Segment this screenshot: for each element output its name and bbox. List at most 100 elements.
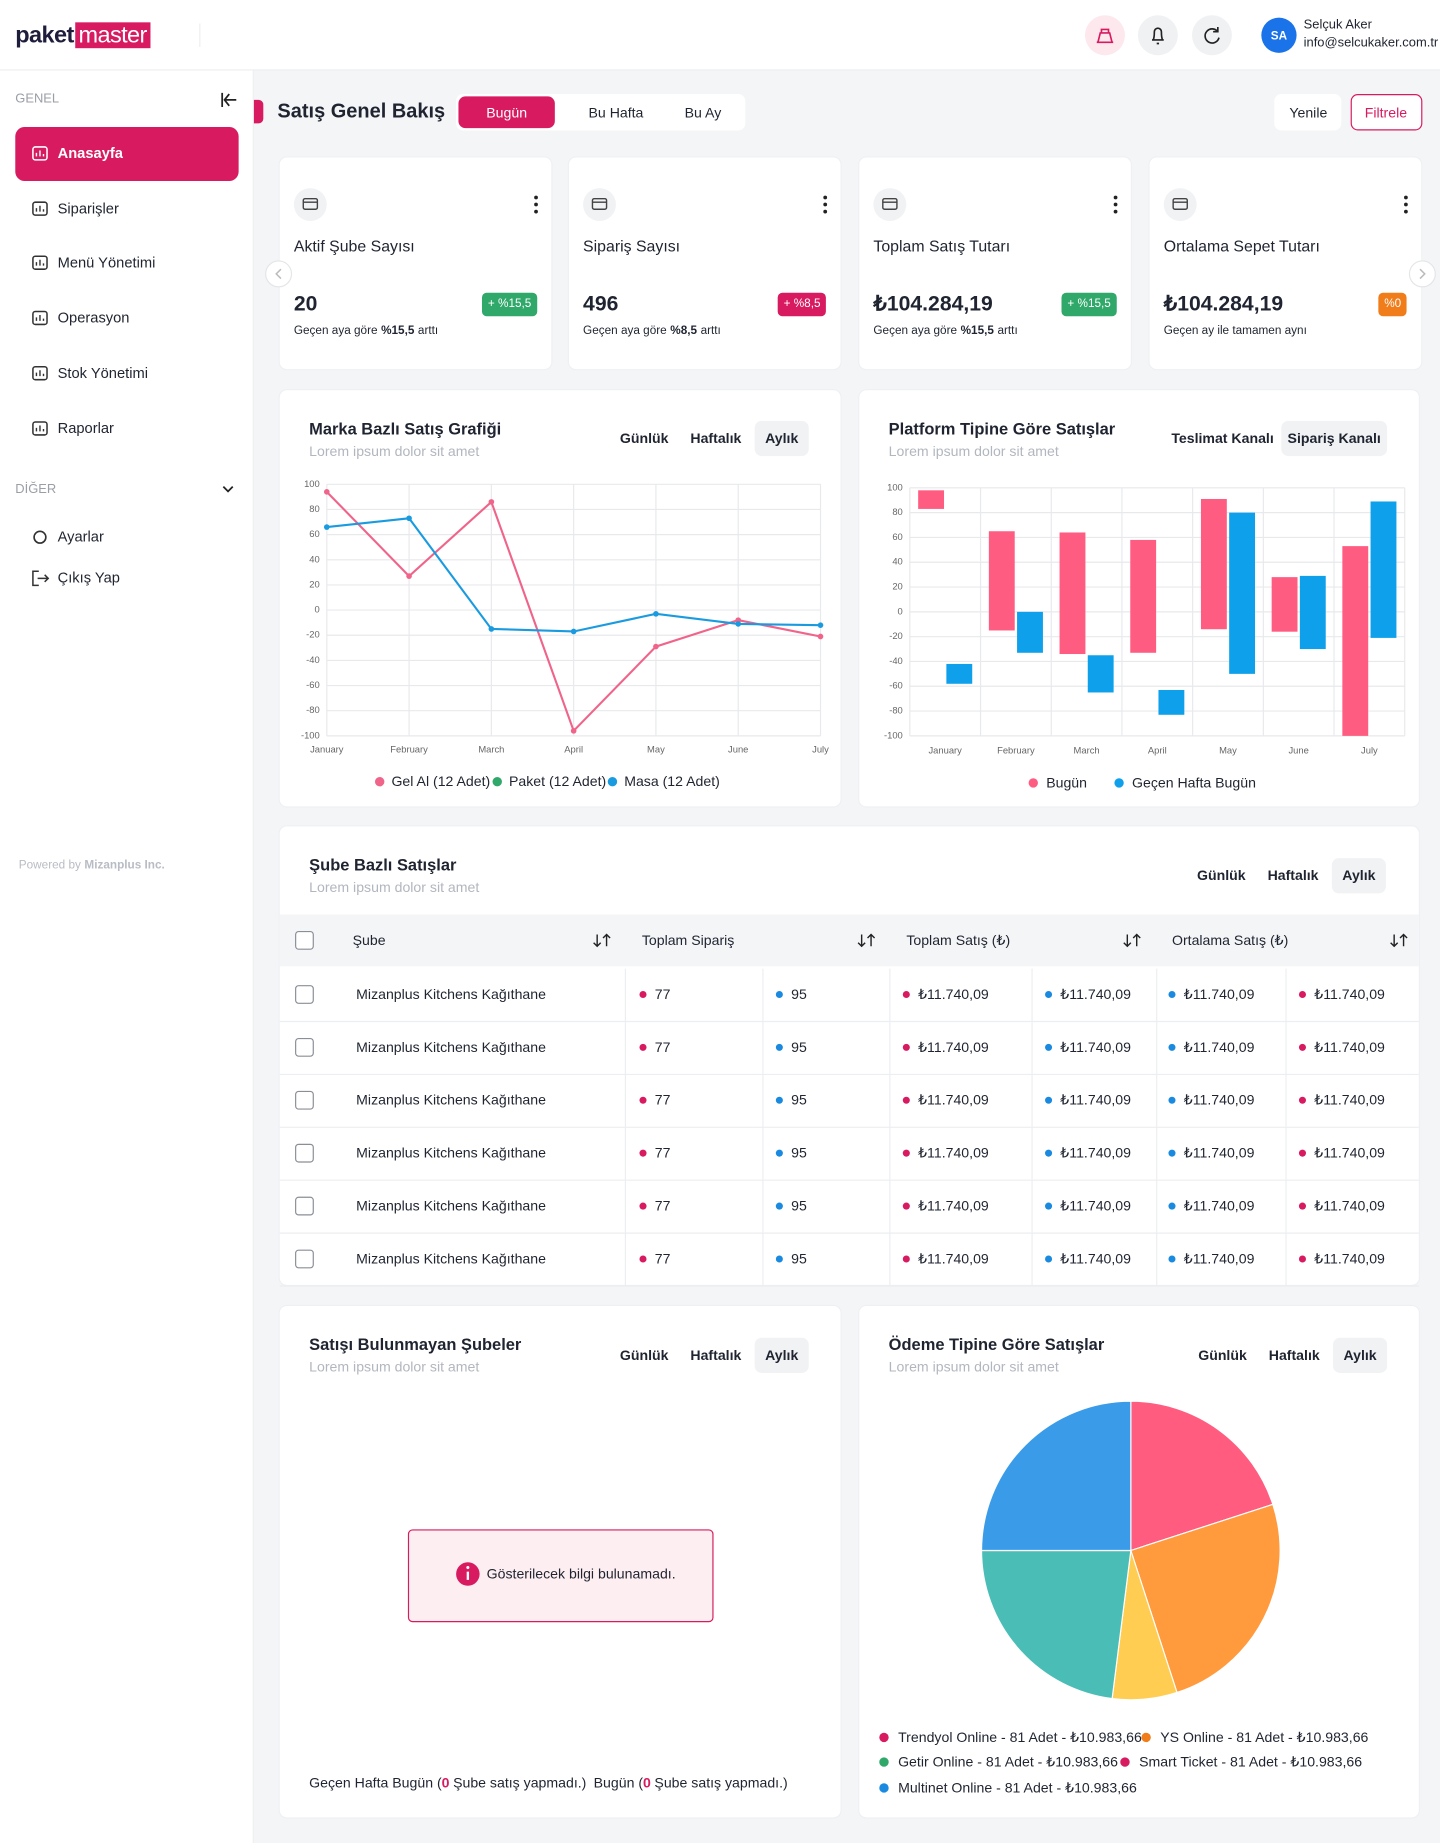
period-button[interactable]: Günlük (619, 430, 669, 447)
period-button[interactable]: Günlük (1198, 1346, 1247, 1364)
stat-badge: + %15,5 (1061, 292, 1117, 317)
period-button[interactable]: Günlük (1197, 867, 1246, 884)
period-button[interactable]: Haftalık (690, 1346, 742, 1364)
footer-text: Şube satış yapmadı.) (453, 1774, 587, 1792)
stat-title: Aktif Şube Sayısı (293, 237, 415, 255)
cell-value: 95 (791, 1144, 807, 1162)
legend-label: Gel Al (12 Adet) (391, 773, 491, 790)
period-button[interactable]: Teslimat Kanalı (1171, 430, 1274, 447)
legend-label: YS Online - 81 Adet - ₺10.983,66 (1160, 1728, 1369, 1746)
legend-label: Getir Online - 81 Adet - ₺10.983,66 (898, 1753, 1119, 1771)
tab[interactable]: Bu Hafta (588, 104, 644, 121)
title-marker (253, 99, 264, 124)
checkbox[interactable] (295, 1090, 314, 1110)
page-title: Satış Genel Bakış (277, 99, 446, 123)
user-name: Selçuk Aker (1303, 18, 1372, 33)
cell-value: 77 (654, 1091, 671, 1109)
menu-item[interactable]: Raporlar (57, 420, 114, 437)
cell-value: ₺11.740,09 (1314, 1144, 1385, 1162)
period-button[interactable]: Haftalık (1268, 1346, 1320, 1364)
table-header-bg (279, 914, 1419, 967)
cell-value: ₺11.740,09 (1314, 1038, 1385, 1056)
column-header: Ortalama Satış (₺) (1171, 931, 1289, 949)
legend-label: Geçen Hafta Bugün (1132, 774, 1256, 791)
stat-badge: + %15,5 (481, 292, 538, 317)
checkbox[interactable] (295, 1143, 314, 1163)
cell-value: 95 (791, 1197, 807, 1215)
legend-label: Smart Ticket - 81 Adet - ₺10.983,66 (1139, 1753, 1363, 1771)
menu-item[interactable]: Anasayfa (57, 145, 123, 162)
cell-value: ₺11.740,09 (1183, 1144, 1255, 1162)
legend-label: Trendyol Online - 81 Adet - ₺10.983,66 (898, 1728, 1142, 1746)
cell-value: ₺11.740,09 (1060, 986, 1132, 1003)
panel-title: Ödeme Tipine Göre Satışlar (888, 1334, 1105, 1354)
refresh-label: Yenile (1289, 104, 1328, 121)
footer-count: 0 (643, 1774, 651, 1792)
footer-count: 0 (441, 1774, 450, 1792)
tab[interactable]: Bu Ay (684, 104, 722, 121)
section-label: GENEL (15, 92, 60, 107)
cell-value: ₺11.740,09 (1183, 1197, 1255, 1215)
panel-subtitle: Lorem ipsum dolor sit amet (888, 442, 1059, 460)
panel-title: Satışı Bulunmayan Şubeler (309, 1334, 522, 1354)
branch-name: Mizanplus Kitchens Kağıthane (356, 1250, 546, 1267)
period-button[interactable]: Günlük (619, 1346, 669, 1364)
footer-text: Şube satış yapmadı.) (654, 1774, 788, 1792)
period-button[interactable]: Haftalık (690, 430, 742, 447)
checkbox[interactable] (295, 1196, 314, 1216)
powered-by-text: Powered by (18, 859, 81, 873)
column-header: Toplam Sipariş (641, 931, 735, 949)
powered-by-name: Mizanplus Inc. (84, 859, 165, 873)
footer-note: Bugün (0 Şube satış yapmadı.) (594, 1775, 788, 1792)
panel-subtitle: Lorem ipsum dolor sit amet (309, 1358, 480, 1376)
cell-value: ₺11.740,09 (1060, 1197, 1132, 1215)
menu-item[interactable]: Siparişler (57, 200, 119, 217)
stat-title: Toplam Satış Tutarı (873, 237, 1011, 255)
period-button[interactable]: Aylık (1343, 1346, 1377, 1364)
column-header: Toplam Satış (₺) (906, 931, 1011, 949)
period-button[interactable]: Aylık (1342, 867, 1376, 884)
branch-name: Mizanplus Kitchens Kağıthane (356, 1038, 546, 1056)
stat-note-end: arttı (997, 324, 1018, 338)
legend-label: Bugün (1046, 774, 1087, 791)
stat-note: Geçen aya göre %15,5 arttı (294, 324, 438, 338)
cell-value: 77 (654, 1250, 671, 1267)
checkbox[interactable] (295, 931, 314, 950)
checkbox[interactable] (295, 985, 314, 1004)
menu-item[interactable]: Stok Yönetimi (57, 364, 149, 382)
cell-value: ₺11.740,09 (1183, 1250, 1255, 1267)
stat-value: 20 (293, 291, 318, 316)
stat-title: Ortalama Sepet Tutarı (1163, 237, 1320, 255)
sidebar (0, 70, 254, 1843)
cell-value: ₺11.740,09 (1060, 1091, 1132, 1109)
period-button[interactable]: Haftalık (1267, 867, 1319, 884)
checkbox[interactable] (295, 1249, 314, 1269)
menu-item[interactable]: Çıkış Yap (57, 569, 120, 586)
stat-note-end: arttı (700, 324, 721, 338)
header (0, 0, 1440, 71)
cell-value: ₺11.740,09 (1314, 1250, 1385, 1267)
cell-value: 77 (654, 1144, 671, 1162)
refresh-button[interactable] (1274, 94, 1342, 131)
cell-value: ₺11.740,09 (1060, 1144, 1132, 1162)
period-button[interactable]: Aylık (765, 1346, 799, 1364)
menu-item[interactable]: Menü Yönetimi (57, 254, 156, 271)
tab[interactable]: Bugün (486, 104, 528, 121)
stat-note-end: arttı (417, 324, 439, 338)
filter-button[interactable] (1350, 94, 1423, 131)
period-button[interactable]: Aylık (765, 430, 799, 447)
period-button[interactable]: Sipariş Kanalı (1287, 430, 1381, 447)
cell-value: 77 (654, 986, 671, 1003)
stat-note-text: Geçen aya göre (293, 324, 378, 338)
branch-name: Mizanplus Kitchens Kağıthane (356, 1091, 546, 1109)
menu-item[interactable]: Ayarlar (57, 528, 104, 545)
cell-value: ₺11.740,09 (918, 1038, 989, 1056)
panel-title: Marka Bazlı Satış Grafiği (309, 419, 502, 438)
cell-value: ₺11.740,09 (1314, 1091, 1385, 1109)
menu-item[interactable]: Operasyon (57, 309, 130, 327)
checkbox[interactable] (295, 1037, 314, 1057)
period-active-bg (1333, 1337, 1388, 1373)
cell-value: 95 (791, 1250, 807, 1267)
